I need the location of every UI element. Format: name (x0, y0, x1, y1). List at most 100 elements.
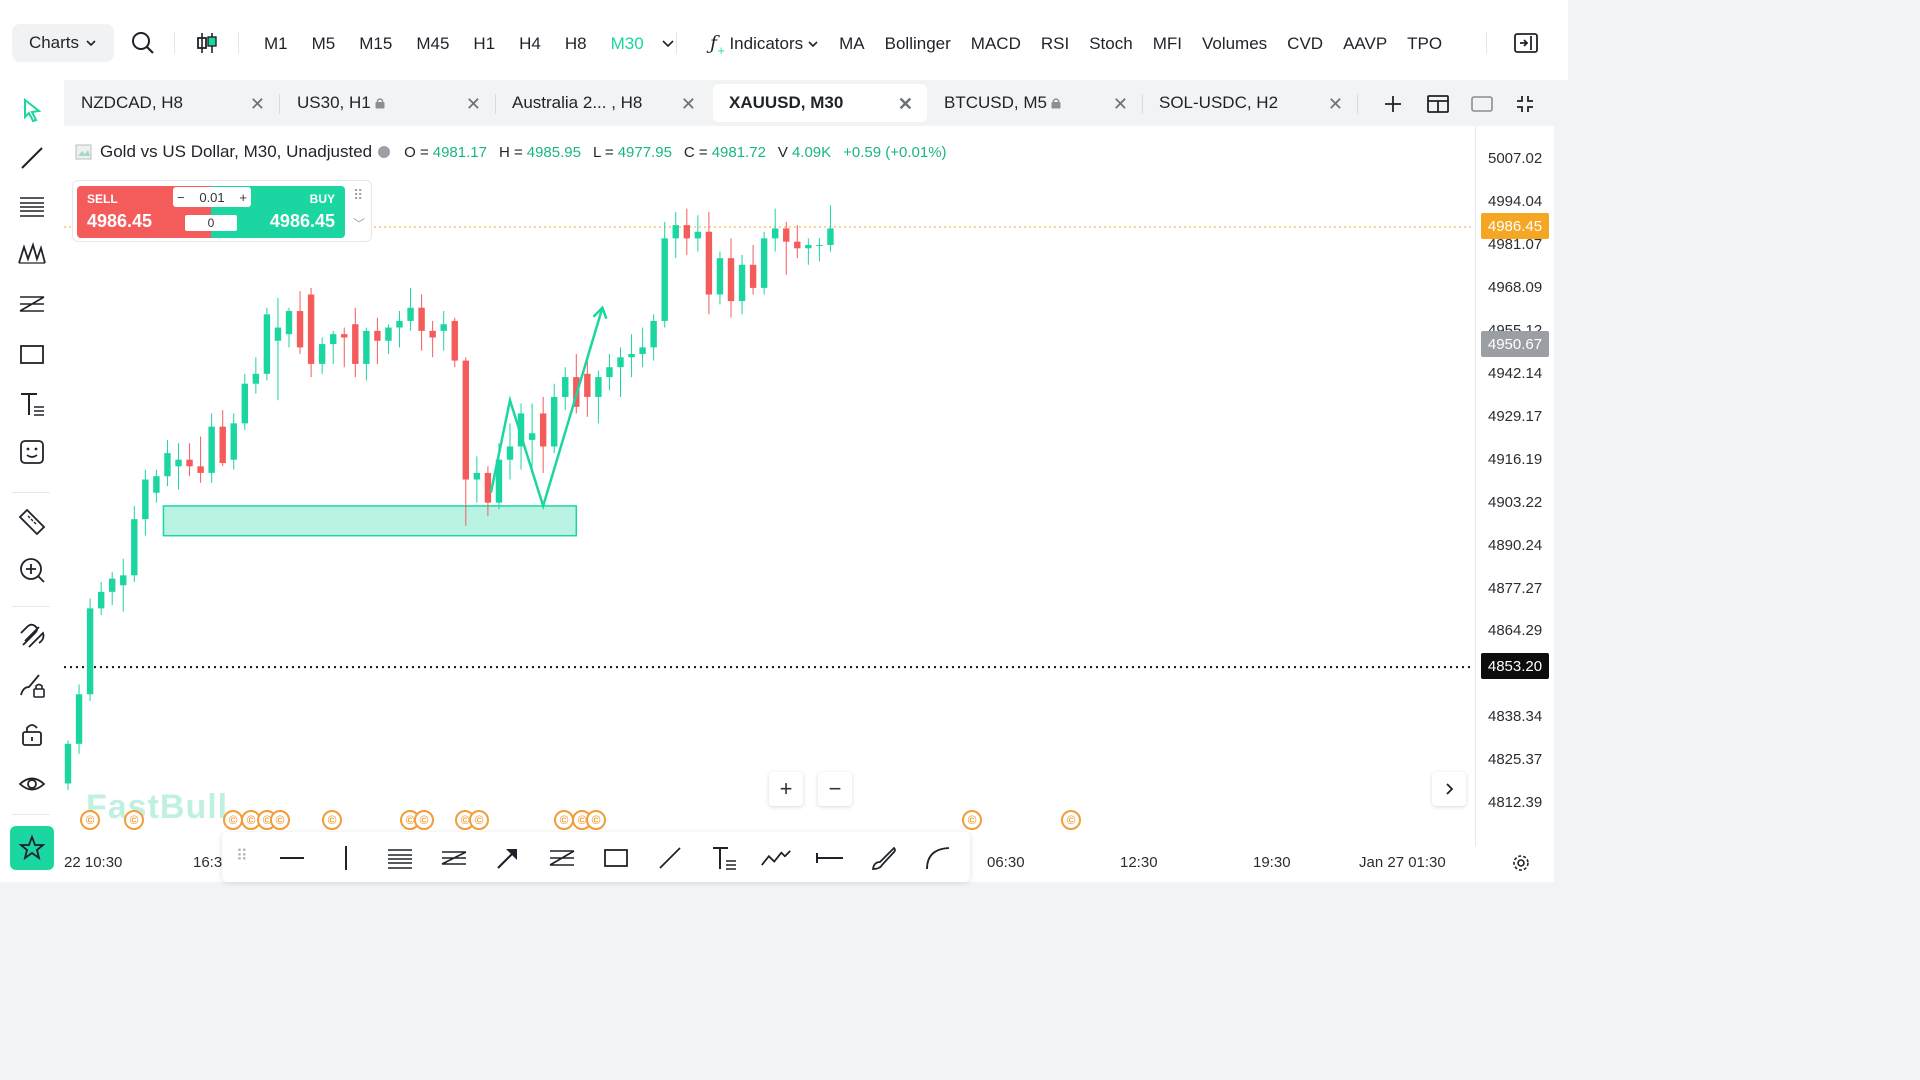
fib-tool[interactable] (384, 842, 416, 874)
ray-tool[interactable] (814, 842, 846, 874)
quick-draw-toolbar: ⠿ (222, 832, 970, 882)
economic-event-icon[interactable]: © (322, 810, 342, 830)
brush-lock-icon (20, 674, 45, 698)
zoom-in-button[interactable]: + (769, 772, 803, 806)
indicators-button[interactable]: ƒ+ Indicators (700, 32, 829, 56)
charts-menu-button[interactable]: Charts (12, 24, 114, 62)
channel-tool[interactable] (438, 842, 470, 874)
price-axis[interactable] (1475, 126, 1554, 846)
timeframe-m45[interactable]: M45 (416, 34, 450, 53)
economic-event-icon[interactable]: © (270, 810, 290, 830)
window-icon[interactable] (1470, 93, 1494, 115)
tab-us30[interactable]: US30, H1 ✕ (281, 84, 496, 122)
favorites-button[interactable] (10, 826, 54, 870)
economic-event-icon[interactable]: © (80, 810, 100, 830)
rectangle-tool[interactable] (600, 842, 632, 874)
magnet-tool[interactable] (14, 618, 50, 654)
tab-australia[interactable]: Australia 2... , H8 ✕ (496, 84, 710, 122)
zigzag-pattern-drawing (489, 307, 604, 511)
increase-icon[interactable]: + (239, 189, 247, 205)
horizontal-line-tool[interactable] (276, 842, 308, 874)
decrease-icon[interactable]: − (177, 189, 185, 205)
indicator-mfi[interactable]: MFI (1152, 34, 1182, 53)
indicator-macd[interactable]: MACD (970, 34, 1021, 53)
emoji-tool[interactable] (14, 434, 50, 470)
arrow-tool[interactable] (492, 842, 524, 874)
economic-event-icon[interactable]: © (554, 810, 574, 830)
text-tool[interactable] (14, 386, 50, 422)
gear-icon[interactable] (1511, 853, 1531, 873)
economic-event-icon[interactable]: © (124, 810, 144, 830)
indicator-cvd[interactable]: CVD (1287, 34, 1324, 53)
rectangle-icon (20, 345, 44, 364)
cursor-tool[interactable] (14, 92, 50, 128)
text-tool[interactable] (708, 842, 740, 874)
drag-handle-icon[interactable]: ⠿ (353, 187, 364, 203)
path-tool[interactable] (760, 842, 792, 874)
candle-body (296, 311, 304, 348)
candlestick-chart[interactable] (64, 126, 1474, 846)
exit-fullscreen-icon[interactable] (1514, 93, 1536, 115)
timeframe-m30[interactable]: M30 (610, 34, 644, 53)
indicator-rsi[interactable]: RSI (1040, 34, 1070, 53)
arc-tool[interactable] (922, 842, 954, 874)
candlestick-type-icon[interactable] (194, 30, 220, 56)
timeframe-h8[interactable]: H8 (564, 34, 587, 53)
drag-handle-icon[interactable]: ⠿ (236, 848, 248, 865)
projection-tool[interactable] (546, 842, 578, 874)
brush-tool[interactable] (868, 842, 900, 874)
fib-retracement-tool[interactable] (14, 188, 50, 224)
close-icon[interactable]: ✕ (897, 94, 913, 114)
zoom-in-tool[interactable] (14, 552, 50, 588)
tab-sol-usdc[interactable]: SOL-USDC, H2 ✕ (1143, 84, 1358, 122)
economic-event-icon[interactable]: © (586, 810, 606, 830)
expand-chevron-icon[interactable]: ﹀ (353, 217, 366, 231)
scroll-right-button[interactable] (1432, 772, 1466, 806)
lot-size-stepper[interactable]: − 0.01 + (173, 187, 251, 207)
tab-nzdcad[interactable]: NZDCAD, H8 ✕ (65, 84, 280, 122)
add-tab-icon[interactable] (1382, 93, 1404, 115)
chart-canvas-area[interactable] (64, 126, 1554, 882)
rectangle-tool[interactable] (14, 336, 50, 372)
close-icon[interactable]: ✕ (1327, 94, 1343, 114)
trend-line-tool[interactable] (654, 842, 686, 874)
indicator-volumes[interactable]: Volumes (1201, 34, 1268, 53)
economic-event-icon[interactable]: © (414, 810, 434, 830)
close-icon[interactable]: ✕ (465, 94, 481, 114)
timeframe-m1[interactable]: M1 (264, 34, 288, 53)
vertical-line-tool[interactable] (330, 842, 362, 874)
indicator-tpo[interactable]: TPO (1407, 34, 1443, 53)
low-value: 4977.95 (617, 143, 672, 161)
timeframe-h4[interactable]: H4 (519, 34, 541, 53)
economic-event-icon[interactable]: © (1061, 810, 1081, 830)
economic-event-icon[interactable]: © (469, 810, 489, 830)
close-icon[interactable]: ✕ (249, 94, 265, 114)
indicator-ma[interactable]: MA (839, 34, 865, 53)
projection-tool[interactable] (14, 286, 50, 322)
search-icon[interactable] (130, 30, 156, 56)
trend-line-tool[interactable] (14, 140, 50, 176)
chevron-right-icon (1446, 783, 1454, 795)
ruler-tool[interactable] (14, 504, 50, 540)
symbol-description: Gold vs US Dollar, M30, Unadjusted (100, 142, 373, 161)
timeframe-dropdown-icon[interactable] (656, 37, 680, 51)
zoom-out-button[interactable]: − (818, 772, 852, 806)
layout-icon[interactable] (1426, 93, 1450, 115)
tab-xauusd[interactable]: XAUUSD, M30 ✕ (713, 84, 927, 122)
indicator-bollinger[interactable]: Bollinger (884, 34, 951, 53)
economic-event-icon[interactable]: © (223, 810, 243, 830)
tab-btcusd[interactable]: BTCUSD, M5 ✕ (928, 84, 1143, 122)
economic-event-icon[interactable]: © (962, 810, 982, 830)
pattern-tool[interactable] (14, 236, 50, 272)
indicator-aavp[interactable]: AAVP (1343, 34, 1388, 53)
visibility-tool[interactable] (14, 766, 50, 802)
timeframe-m15[interactable]: M15 (359, 34, 393, 53)
indicator-stoch[interactable]: Stoch (1089, 34, 1133, 53)
unlock-tool[interactable] (14, 716, 50, 752)
timeframe-h1[interactable]: H1 (473, 34, 496, 53)
lock-drawings-tool[interactable] (14, 668, 50, 704)
close-icon[interactable]: ✕ (1112, 94, 1128, 114)
timeframe-m5[interactable]: M5 (311, 34, 336, 53)
close-icon[interactable]: ✕ (680, 94, 696, 114)
collapse-panel-icon[interactable] (1513, 30, 1539, 56)
